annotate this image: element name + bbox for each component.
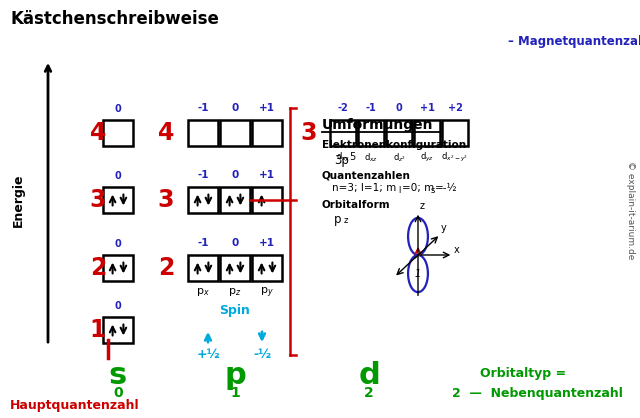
Text: 1: 1 [230, 386, 240, 400]
Text: 0: 0 [232, 238, 239, 248]
Text: -½: -½ [253, 348, 271, 361]
Text: Quantenzahlen: Quantenzahlen [322, 170, 411, 180]
Text: d$_{x^2-y^2}$: d$_{x^2-y^2}$ [442, 151, 468, 164]
Text: Energie: Energie [12, 173, 24, 227]
Bar [220, 255, 250, 281]
Bar [220, 120, 250, 146]
Text: 1: 1 [90, 318, 106, 342]
Text: p$_z$: p$_z$ [228, 286, 242, 298]
Text: 0: 0 [115, 301, 122, 311]
Text: -1: -1 [197, 238, 209, 248]
Bar [330, 120, 356, 146]
Text: 0: 0 [232, 103, 239, 113]
Text: Umformungen: Umformungen [322, 118, 433, 132]
Bar [103, 120, 133, 146]
Bar [103, 317, 133, 343]
Text: 3: 3 [157, 188, 174, 212]
Text: 3: 3 [90, 188, 106, 212]
Text: 2: 2 [364, 386, 374, 400]
Text: 0: 0 [115, 239, 122, 249]
Text: 0: 0 [113, 386, 123, 400]
Text: -1: -1 [365, 103, 376, 113]
Text: x: x [454, 245, 460, 255]
Bar [188, 120, 218, 146]
Bar [358, 120, 384, 146]
Text: +1: +1 [420, 103, 435, 113]
Text: p: p [334, 213, 342, 226]
Text: p$_x$: p$_x$ [196, 286, 210, 298]
Bar [103, 187, 133, 213]
Bar [386, 120, 412, 146]
Text: d$_{yz}$: d$_{yz}$ [420, 151, 434, 164]
Text: 4: 4 [158, 121, 174, 145]
Text: 0: 0 [396, 103, 403, 113]
Text: +½: +½ [196, 348, 220, 361]
Text: p$_y$: p$_y$ [260, 286, 274, 301]
Text: 4: 4 [90, 121, 106, 145]
Text: s: s [431, 186, 435, 195]
Text: – Magnetquantenzahl: – Magnetquantenzahl [508, 36, 640, 48]
Text: 2: 2 [158, 256, 174, 280]
Text: Orbitaltyp =: Orbitaltyp = [480, 367, 566, 380]
Text: z: z [420, 201, 425, 211]
Text: +1: +1 [259, 238, 275, 248]
Text: +2: +2 [447, 103, 463, 113]
Text: d$_{z^2}$: d$_{z^2}$ [392, 151, 406, 163]
Bar [252, 255, 282, 281]
Text: +1: +1 [259, 170, 275, 180]
Text: Elektronenkonfiguration: Elektronenkonfiguration [322, 140, 466, 150]
Text: =-½: =-½ [435, 183, 458, 193]
Text: 0: 0 [115, 104, 122, 114]
Text: d$_{xz}$: d$_{xz}$ [364, 151, 378, 163]
Text: 3: 3 [301, 121, 317, 145]
Bar [442, 120, 468, 146]
Text: n=3; l=1; m: n=3; l=1; m [332, 183, 396, 193]
Text: 0: 0 [115, 171, 122, 181]
Text: 0: 0 [232, 170, 239, 180]
Text: d: d [358, 360, 380, 390]
Text: Spin: Spin [220, 304, 250, 317]
Text: -2: -2 [338, 103, 348, 113]
Text: l: l [398, 186, 401, 195]
Text: =0; m: =0; m [402, 183, 435, 193]
Text: 2  —  Nebenquantenzahl: 2 — Nebenquantenzahl [452, 387, 623, 400]
Bar [103, 255, 133, 281]
Text: d$_{xy}$: d$_{xy}$ [336, 151, 350, 164]
Text: y: y [441, 223, 447, 233]
Bar [252, 120, 282, 146]
Text: Hauptquantenzahl: Hauptquantenzahl [10, 400, 140, 413]
Text: s: s [109, 360, 127, 390]
Bar [188, 255, 218, 281]
Bar [252, 187, 282, 213]
Text: Orbitalform: Orbitalform [322, 200, 390, 210]
Text: -1: -1 [197, 170, 209, 180]
Bar [414, 120, 440, 146]
Text: 2: 2 [90, 256, 106, 280]
Bar [220, 187, 250, 213]
Text: Kästchenschreibweise: Kästchenschreibweise [10, 10, 219, 28]
Text: p: p [224, 360, 246, 390]
Text: 1: 1 [415, 269, 421, 279]
Text: z: z [344, 216, 348, 225]
Text: 5: 5 [349, 152, 355, 162]
Text: 3p: 3p [334, 154, 349, 167]
Text: +1: +1 [259, 103, 275, 113]
Bar [188, 187, 218, 213]
Text: -1: -1 [197, 103, 209, 113]
Text: © explain-it-arium.de: © explain-it-arium.de [625, 161, 634, 259]
